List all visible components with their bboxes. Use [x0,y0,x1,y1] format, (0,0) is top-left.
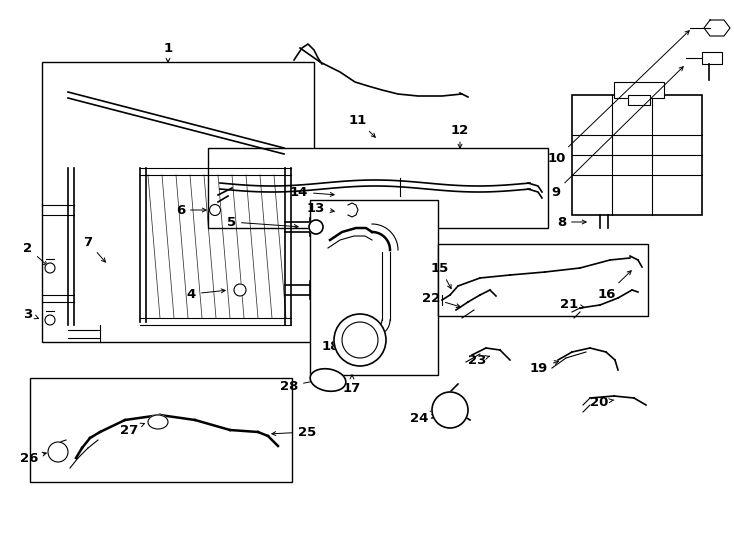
Text: 27: 27 [120,423,145,436]
Text: 3: 3 [23,307,38,321]
Ellipse shape [234,284,246,296]
Text: 20: 20 [590,395,614,408]
Bar [30,378,292,482]
Circle shape [342,322,378,358]
Text: 5: 5 [227,215,298,228]
Text: 12: 12 [451,124,469,148]
Text: 26: 26 [20,451,46,464]
Text: 17: 17 [343,375,361,395]
Text: 10: 10 [548,31,689,165]
Text: 23: 23 [468,354,490,367]
Ellipse shape [45,315,55,325]
Text: 15: 15 [431,261,451,288]
Text: 25: 25 [272,426,316,438]
Bar [208,148,548,228]
Bar [572,95,702,215]
Circle shape [334,314,386,366]
Ellipse shape [309,220,323,234]
Text: 8: 8 [557,215,586,228]
Text: 13: 13 [307,201,334,214]
Text: 28: 28 [280,380,316,393]
Bar [438,244,648,316]
Text: 6: 6 [175,204,206,217]
Text: 7: 7 [84,235,106,262]
Text: 18: 18 [321,340,344,353]
Ellipse shape [45,263,55,273]
Text: 22: 22 [422,292,460,308]
Bar [702,52,722,64]
Text: 24: 24 [410,411,435,424]
Text: 21: 21 [560,299,584,312]
Text: 16: 16 [598,271,631,300]
Text: 14: 14 [290,186,334,199]
Text: 2: 2 [23,241,47,265]
Ellipse shape [310,369,346,392]
Text: 11: 11 [349,113,375,137]
Text: 1: 1 [164,42,172,62]
Circle shape [432,392,468,428]
Circle shape [48,442,68,462]
Text: 4: 4 [186,287,225,300]
Bar [310,200,438,375]
Text: 9: 9 [551,67,683,199]
Text: 19: 19 [530,361,559,375]
Bar [42,62,314,342]
Bar [614,82,664,98]
Bar [628,95,650,105]
Ellipse shape [209,205,220,215]
Ellipse shape [148,415,168,429]
